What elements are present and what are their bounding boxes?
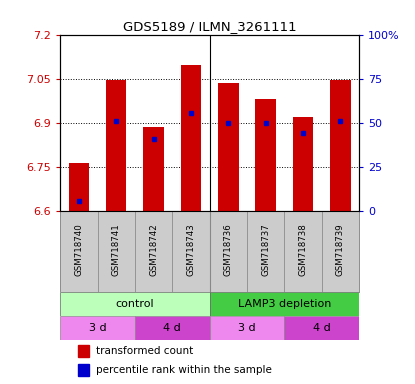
Bar [330,80,351,211]
Text: transformed count: transformed count [96,346,193,356]
Bar [60,211,98,292]
Text: percentile rank within the sample: percentile rank within the sample [96,365,272,375]
Text: 3 d: 3 d [89,323,106,333]
Bar [172,211,210,292]
Title: GDS5189 / ILMN_3261111: GDS5189 / ILMN_3261111 [123,20,296,33]
Text: 3 d: 3 d [238,323,256,333]
Text: control: control [115,299,154,309]
Text: GSM718736: GSM718736 [224,223,233,276]
Bar [106,80,127,211]
Bar [284,211,322,292]
Bar [210,316,284,340]
Bar [143,127,164,211]
Bar [135,211,172,292]
Bar [210,292,359,316]
Bar [60,292,210,316]
Text: GSM718741: GSM718741 [112,223,121,276]
Bar [293,117,313,211]
Bar [284,316,359,340]
Bar [218,83,239,211]
Bar [181,65,201,211]
Bar [60,316,135,340]
Bar [68,162,89,211]
Text: GSM718743: GSM718743 [186,223,195,276]
Bar [322,211,359,292]
Text: 4 d: 4 d [164,323,181,333]
Bar [135,316,210,340]
Text: 4 d: 4 d [313,323,330,333]
Bar [98,211,135,292]
Bar [247,211,284,292]
Text: GSM718737: GSM718737 [261,223,270,276]
Text: GSM718742: GSM718742 [149,223,158,276]
Bar [78,364,90,376]
Bar [78,344,90,357]
Text: GSM718740: GSM718740 [74,223,83,276]
Text: LAMP3 depletion: LAMP3 depletion [237,299,331,309]
Text: GSM718738: GSM718738 [298,223,308,276]
Bar [255,99,276,211]
Bar [210,211,247,292]
Text: GSM718739: GSM718739 [336,223,345,276]
